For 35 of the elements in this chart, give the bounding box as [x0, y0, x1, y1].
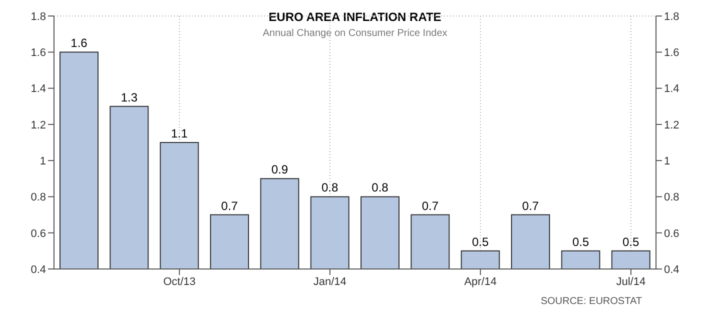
y-tick-label: 1.2: [30, 119, 46, 132]
y-tick-label: 1.4: [30, 83, 46, 96]
y2-tick-label: 0.6: [664, 228, 680, 240]
y2-tick-label: 0.4: [664, 264, 680, 276]
y2-tick-label: 1.8: [664, 10, 680, 23]
text: Annual Change on Consumer Price Index: [262, 28, 448, 39]
data-label: 0.8: [322, 180, 339, 195]
x-tick-label: Jul/14: [616, 276, 646, 288]
data-label: 0.5: [572, 234, 590, 249]
data-label: 1.1: [171, 126, 188, 140]
source-note: SOURCE: EUROSTAT: [540, 296, 642, 307]
data-label: 0.8: [372, 180, 389, 195]
y2-tick-label: 1: [664, 155, 670, 168]
data-label: 1.6: [70, 36, 88, 50]
y2-tick-label: 1.6: [664, 47, 680, 60]
chart-title: EURO AREA INFLATION RATE: [268, 10, 442, 24]
data-label: 0.7: [522, 198, 540, 213]
y2-tick-label: 0.8: [664, 192, 680, 204]
y-tick-label: 1: [40, 155, 46, 168]
y-tick-label: 1.6: [30, 47, 46, 60]
y-tick-label: 0.6: [30, 228, 46, 240]
x-tick-label: Jan/14: [313, 276, 346, 288]
data-label: 0.7: [422, 198, 439, 213]
y-tick-label: 1.8: [30, 10, 46, 23]
y2-tick-label: 1.4: [664, 83, 680, 96]
y-tick-label: 0.4: [30, 264, 46, 276]
data-label: 1.3: [120, 90, 138, 104]
y-tick-label: 0.8: [30, 192, 46, 204]
data-label: 0.5: [622, 234, 640, 249]
x-tick-label: Oct/13: [163, 276, 196, 288]
y2-tick-label: 1.2: [664, 119, 680, 132]
data-label: 0.5: [472, 234, 490, 249]
data-label: 0.7: [221, 198, 238, 213]
x-tick-label: Apr/14: [464, 276, 497, 288]
data-label: 0.9: [271, 162, 288, 177]
